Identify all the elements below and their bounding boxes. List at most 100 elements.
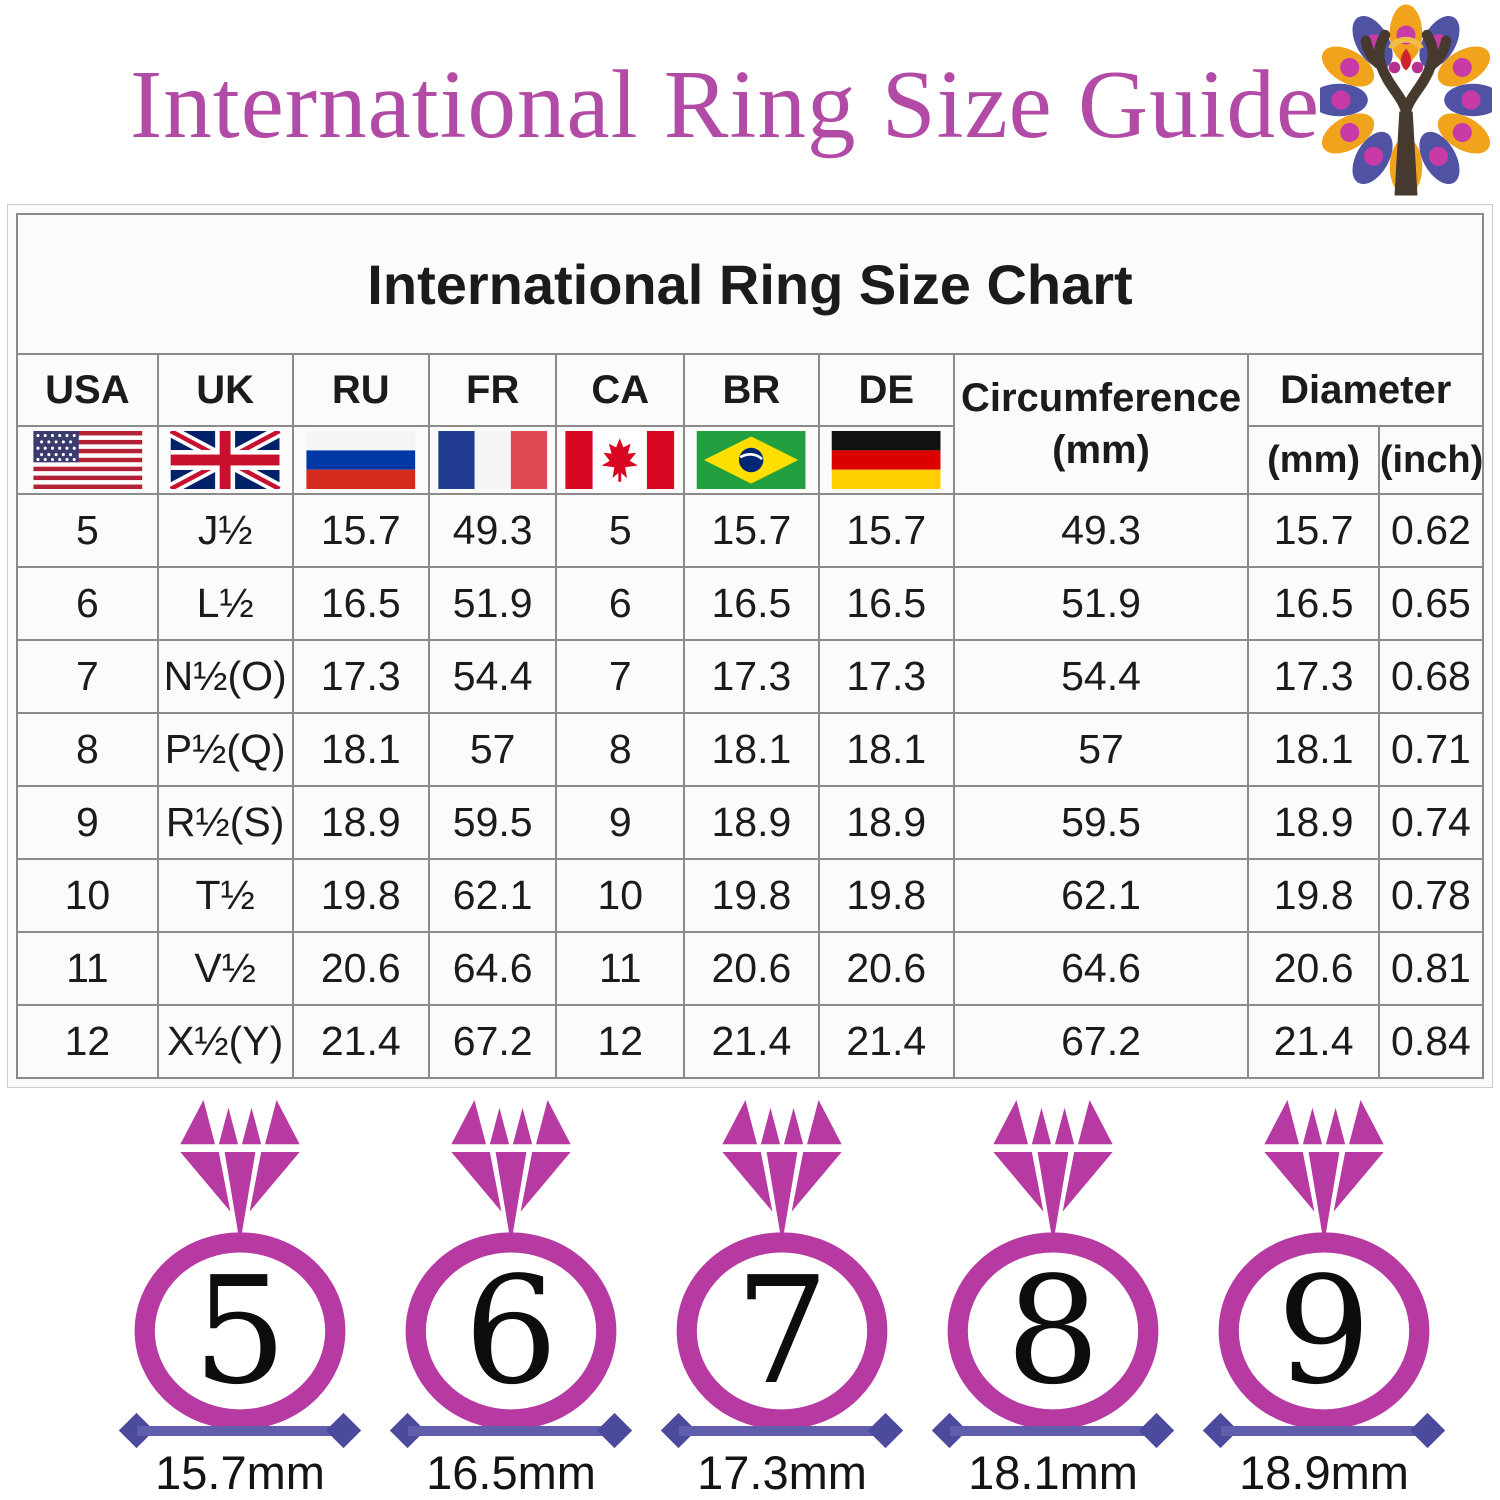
table-cell: 8 [555, 712, 685, 787]
table-row: 12 X½(Y) 21.4 67.2 12 21.4 21.4 67.2 21.… [16, 1004, 1485, 1079]
measure-end-right-icon [1138, 1412, 1175, 1449]
table-cell: 19.8 [1247, 858, 1380, 933]
table-cell: 11 [16, 931, 159, 1006]
table-cell: 12 [555, 1004, 685, 1079]
table-cell: 21.4 [817, 1004, 955, 1079]
us-flag-icon [32, 431, 142, 489]
table-cell: 21.4 [1247, 1004, 1380, 1079]
table-cell: 21.4 [291, 1004, 430, 1079]
ring-diameter-label: 15.7mm [155, 1446, 325, 1499]
table-cell: 18.9 [682, 785, 820, 860]
column-header-de: DE [817, 353, 955, 427]
table-cell: 18.9 [817, 785, 955, 860]
column-header-circumference: Circumference (mm) [952, 353, 1250, 495]
table-title-row: International Ring Size Chart [16, 213, 1484, 355]
table-cell: 5 [555, 493, 685, 568]
table-flag-row: (mm) (inch) [16, 425, 1485, 495]
ring-size-number: 6 [463, 1245, 559, 1417]
ring-diameter-label: 18.9mm [1239, 1446, 1409, 1499]
table-cell: 15.7 [817, 493, 955, 568]
table-cell: 0.81 [1377, 931, 1485, 1006]
table-cell: 57 [952, 712, 1250, 787]
flag-cell [682, 425, 820, 495]
table-cell: 9 [555, 785, 685, 860]
ring-size-number: 7 [734, 1245, 830, 1417]
table-cell: 19.8 [817, 858, 955, 933]
table-cell: 59.5 [427, 785, 558, 860]
circumference-label-line1: Circumference [960, 376, 1242, 420]
table-cell: 15.7 [1247, 493, 1380, 568]
ring-icon [405, 1100, 617, 1430]
ring-diagram-size-7: 7 17.3mm [660, 1100, 904, 1499]
table-cell: 16.5 [1247, 566, 1380, 641]
ring-icon [947, 1100, 1159, 1430]
table-cell: 20.6 [817, 931, 955, 1006]
table-cell: 0.68 [1377, 639, 1485, 714]
column-header-ca: CA [555, 353, 685, 427]
table-cell: 21.4 [682, 1004, 820, 1079]
table-cell: 0.84 [1377, 1004, 1485, 1079]
table-cell: 19.8 [291, 858, 430, 933]
table-cell: 8 [16, 712, 159, 787]
table-cell: 7 [16, 639, 159, 714]
column-subheader-diameter-mm: (mm) [1247, 425, 1380, 495]
measure-bar [1221, 1426, 1427, 1436]
table-cell: 19.8 [682, 858, 820, 933]
ru-flag-icon [306, 431, 416, 489]
table-row: 9 R½(S) 18.9 59.5 9 18.9 18.9 59.5 18.9 … [16, 785, 1485, 860]
table-header-row: USA UK RU FR CA BR DE Circumference (mm)… [16, 353, 1484, 495]
table-cell: 0.62 [1377, 493, 1485, 568]
column-header-fr: FR [427, 353, 558, 427]
table-cell: 17.3 [291, 639, 430, 714]
ring-size-table: International Ring Size Chart USA UK RU … [16, 213, 1485, 1079]
table-cell: 54.4 [952, 639, 1250, 714]
ring-diameter-label: 17.3mm [697, 1446, 867, 1499]
br-flag-icon [697, 431, 806, 489]
table-cell: 0.71 [1377, 712, 1485, 787]
table-cell: T½ [156, 858, 294, 933]
table-row: 10 T½ 19.8 62.1 10 19.8 19.8 62.1 19.8 0… [16, 858, 1485, 933]
fr-flag-icon [438, 431, 548, 489]
table-cell: 16.5 [682, 566, 820, 641]
table-cell: 10 [555, 858, 685, 933]
flag-cell [16, 425, 159, 495]
table-cell: 67.2 [952, 1004, 1250, 1079]
table-cell: V½ [156, 931, 294, 1006]
table-cell: 16.5 [291, 566, 430, 641]
table-row: 8 P½(Q) 18.1 57 8 18.1 18.1 57 18.1 0.71 [16, 712, 1485, 787]
table-cell: L½ [156, 566, 294, 641]
measure-bar [679, 1426, 885, 1436]
table-cell: 5 [16, 493, 159, 568]
table-cell: 59.5 [952, 785, 1250, 860]
table-cell: 51.9 [427, 566, 558, 641]
table-cell: 11 [555, 931, 685, 1006]
table-cell: 12 [16, 1004, 159, 1079]
table-cell: 51.9 [952, 566, 1250, 641]
table-cell: 6 [555, 566, 685, 641]
flag-cell [291, 425, 430, 495]
column-header-usa: USA [16, 353, 159, 427]
table-row: 5 J½ 15.7 49.3 5 15.7 15.7 49.3 15.7 0.6… [16, 493, 1485, 568]
circumference-label-line2: (mm) [1052, 428, 1150, 472]
ring-icon [676, 1100, 888, 1430]
ring-diagram-size-6: 6 16.5mm [389, 1100, 633, 1499]
table-cell: P½(Q) [156, 712, 294, 787]
ring-size-table-frame: International Ring Size Chart USA UK RU … [7, 204, 1493, 1088]
uk-flag-icon [168, 431, 283, 489]
ring-size-number: 5 [192, 1245, 288, 1417]
diameter-measure-line [931, 1412, 1175, 1449]
table-row: 11 V½ 20.6 64.6 11 20.6 20.6 64.6 20.6 0… [16, 931, 1485, 1006]
column-header-uk: UK [156, 353, 294, 427]
measure-end-right-icon [1409, 1412, 1446, 1449]
column-header-ru: RU [291, 353, 430, 427]
table-cell: 6 [16, 566, 159, 641]
table-title: International Ring Size Chart [16, 213, 1484, 355]
column-header-diameter: Diameter [1247, 353, 1484, 427]
table-cell: 0.65 [1377, 566, 1485, 641]
table-cell: 15.7 [291, 493, 430, 568]
table-cell: 18.1 [1247, 712, 1380, 787]
measure-end-right-icon [325, 1412, 362, 1449]
table-cell: 67.2 [427, 1004, 558, 1079]
table-cell: 18.1 [291, 712, 430, 787]
diameter-measure-line [660, 1412, 904, 1449]
